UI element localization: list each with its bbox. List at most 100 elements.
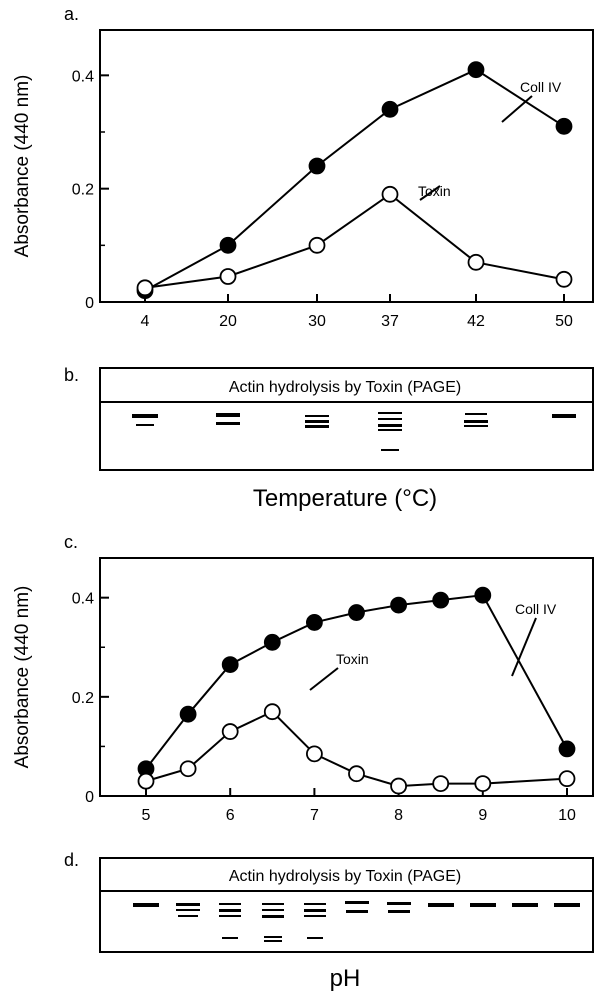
gel-title-b: Actin hydrolysis by Toxin (PAGE) (229, 379, 461, 396)
gel-band (264, 936, 282, 938)
gel-band (346, 910, 368, 913)
gel-band (216, 413, 240, 417)
plot-frame-a (99, 29, 594, 303)
gel-frame-d (99, 857, 594, 953)
gel-band (304, 909, 326, 912)
data-point-toxin (555, 270, 573, 288)
data-point-coll-iv (305, 614, 323, 631)
data-point-coll-iv (179, 705, 197, 723)
x-tick-label: 50 (555, 313, 573, 330)
gel-band (304, 903, 326, 905)
x-tick-label: 10 (558, 807, 576, 824)
data-point-toxin (467, 253, 485, 271)
gel-band (216, 422, 240, 425)
data-point-toxin (221, 723, 239, 740)
x-tick-label: 6 (226, 807, 235, 824)
data-point-coll-iv (263, 633, 281, 651)
gel-band (219, 903, 241, 905)
x-tick-label: 30 (308, 313, 326, 330)
series-line-toxin (145, 710, 568, 788)
y-tick-label: 0.4 (72, 68, 94, 85)
gel-band (465, 413, 487, 415)
gel-band (381, 449, 399, 451)
data-point-toxin (348, 765, 365, 783)
gel-band (305, 425, 329, 428)
y-tick-label: 0 (85, 295, 94, 312)
gel-band (470, 903, 496, 907)
gel-band (307, 937, 323, 939)
series-line-coll-iv (144, 68, 565, 292)
panel-c: c. Absorbance (440 nm) 0 0.2 0.4 5 6 7 8 9 10 Col… (12, 532, 594, 824)
data-point-toxin (558, 770, 576, 788)
data-point-toxin (381, 185, 399, 203)
data-point-toxin (263, 703, 281, 721)
x-tick-label: 9 (478, 807, 487, 824)
data-point-coll-iv (381, 100, 399, 118)
gel-band (178, 915, 198, 917)
data-point-coll-iv (474, 586, 492, 604)
series-line-coll-iv (145, 594, 568, 770)
series-line-toxin (144, 193, 565, 289)
panel-c-label: c. (64, 532, 78, 552)
x-tick-label: 8 (394, 807, 403, 824)
data-point-coll-iv (221, 656, 239, 674)
x-axis-label-ph: pH (330, 965, 361, 992)
data-point-toxin (305, 745, 323, 763)
gel-band (388, 910, 410, 913)
gel-band (176, 909, 200, 911)
data-point-coll-iv (348, 604, 365, 621)
gel-band (345, 901, 369, 904)
data-point-toxin (136, 279, 154, 297)
y-tick-label: 0.2 (72, 182, 94, 199)
x-tick-label: 4 (141, 313, 150, 330)
panel-d-label: d. (64, 850, 79, 870)
series-label-coll-iv: Coll IV (520, 79, 562, 95)
gel-band (222, 937, 238, 939)
gel-band (262, 915, 284, 918)
data-point-toxin (432, 775, 450, 793)
gel-band (132, 414, 158, 418)
y-tick-label: 0 (85, 789, 94, 806)
data-point-toxin (179, 760, 197, 778)
y-axis-label-c: Absorbance (440 nm) (12, 586, 33, 769)
y-tick-label: 0.4 (72, 591, 94, 608)
data-point-toxin (474, 775, 492, 793)
gel-band (512, 903, 538, 907)
panel-b-label: b. (64, 365, 79, 385)
gel-title-d: Actin hydrolysis by Toxin (PAGE) (229, 868, 461, 885)
series-label-coll-iv: Coll IV (515, 601, 557, 617)
gel-band (387, 902, 411, 905)
series-leader-line (419, 185, 441, 201)
gel-bands-d (133, 901, 580, 942)
gel-bands-b (132, 412, 576, 451)
y-axis-label-a: Absorbance (440 nm) (12, 75, 33, 258)
data-point-toxin (219, 268, 237, 285)
gel-band (262, 903, 284, 905)
gel-band (378, 424, 402, 427)
gel-band (378, 412, 402, 414)
series-label-toxin: Toxin (418, 183, 451, 199)
panel-a: a. Absorbance (440 nm) 0 0.2 0.4 4 20 30 37 42 5… (12, 4, 594, 330)
gel-band (219, 909, 241, 912)
gel-band (133, 903, 159, 907)
gel-band (378, 429, 402, 431)
gel-band (262, 909, 284, 911)
gel-frame-b (99, 367, 594, 471)
series-leader-line (511, 617, 537, 677)
x-tick-label: 7 (310, 807, 319, 824)
gel-band (378, 418, 402, 420)
gel-band (552, 414, 576, 418)
x-axis-label-temperature: Temperature (°C) (253, 485, 437, 512)
y-tick-label: 0.2 (72, 690, 94, 707)
data-point-coll-iv (558, 740, 576, 758)
x-tick-label: 37 (381, 313, 399, 330)
data-point-toxin (390, 777, 408, 795)
data-point-coll-iv (467, 61, 485, 79)
plot-frame-c (99, 557, 594, 797)
data-point-toxin (308, 236, 326, 254)
panel-d: d. Actin hydrolysis by Toxin (PAGE) (64, 850, 594, 953)
series-leader-line (501, 95, 533, 123)
x-tick-label: 42 (467, 313, 485, 330)
series-leader-line (309, 667, 339, 691)
